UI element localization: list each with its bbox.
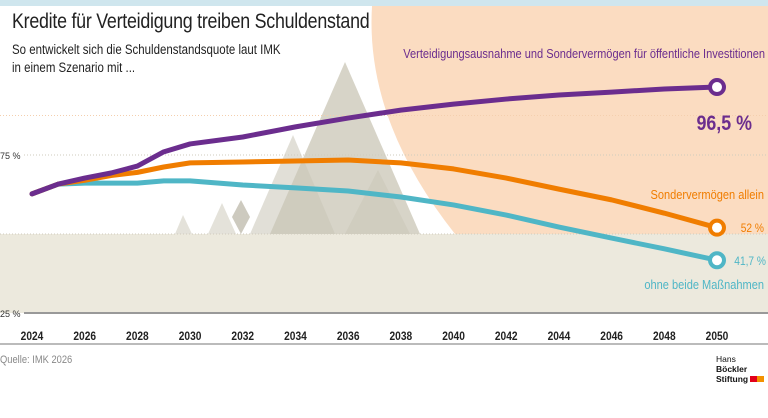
x-tick-label: 2026 <box>73 330 96 343</box>
subtitle-line-1: So entwickelt sich die Schuldenstandsquo… <box>12 42 281 57</box>
x-tick-label: 2048 <box>653 330 676 343</box>
x-tick-label: 2028 <box>126 330 149 343</box>
x-tick-label: 2044 <box>548 330 571 343</box>
mountain-decoration <box>208 203 236 234</box>
series-label-orange: Sondervermögen allein <box>651 187 764 202</box>
end-value-orange: 52 % <box>741 222 764 235</box>
end-value-cyan: 41,7 % <box>734 255 766 268</box>
series-label-cyan: ohne beide Maßnahmen <box>644 277 764 292</box>
orange-series-end-marker <box>708 218 726 237</box>
cyan-series-line <box>29 178 720 263</box>
x-tick-label: 2046 <box>600 330 623 343</box>
x-tick-label: 2030 <box>179 330 202 343</box>
y-tick-label: 75 % <box>0 151 21 161</box>
logo-text-line2: Stiftung <box>716 374 749 384</box>
end-value-purple: 96,5 % <box>696 112 752 136</box>
x-tick-label: 2040 <box>442 330 465 343</box>
x-tick-label: 2042 <box>495 330 518 343</box>
x-tick-label: 2050 <box>706 330 729 343</box>
subtitle-line-2: in einem Szenario mit ... <box>12 60 136 75</box>
y-tick-label: 25 % <box>0 309 21 319</box>
mountain-decoration <box>232 200 250 234</box>
cyan-series-end-marker <box>708 251 726 270</box>
x-tick-label: 2024 <box>21 330 44 343</box>
x-tick-label: 2034 <box>284 330 307 343</box>
purple-series-end-marker <box>708 78 726 97</box>
top-bar <box>0 0 768 6</box>
logo-text-light: Hans <box>716 354 736 364</box>
x-tick-label: 2032 <box>231 330 254 343</box>
mountain-decoration <box>250 135 335 234</box>
hans-boeckler-logo: Hans Böckler Stiftung <box>716 354 768 384</box>
logo-text-bold: Böckler <box>716 364 748 374</box>
lower-band <box>0 234 768 313</box>
mountain-decoration <box>175 215 192 234</box>
x-tick-label: 2038 <box>390 330 413 343</box>
scenario-background <box>371 6 768 234</box>
mountain-decoration <box>345 170 410 234</box>
series-label-purple: Verteidigungsausnahme und Sondervermögen… <box>403 46 765 61</box>
x-tick-label: 2036 <box>337 330 360 343</box>
source-note: Quelle: IMK 2026 <box>0 354 73 366</box>
purple-series-line <box>29 84 720 197</box>
chart-title: Kredite für Verteidigung treiben Schulde… <box>12 10 370 33</box>
